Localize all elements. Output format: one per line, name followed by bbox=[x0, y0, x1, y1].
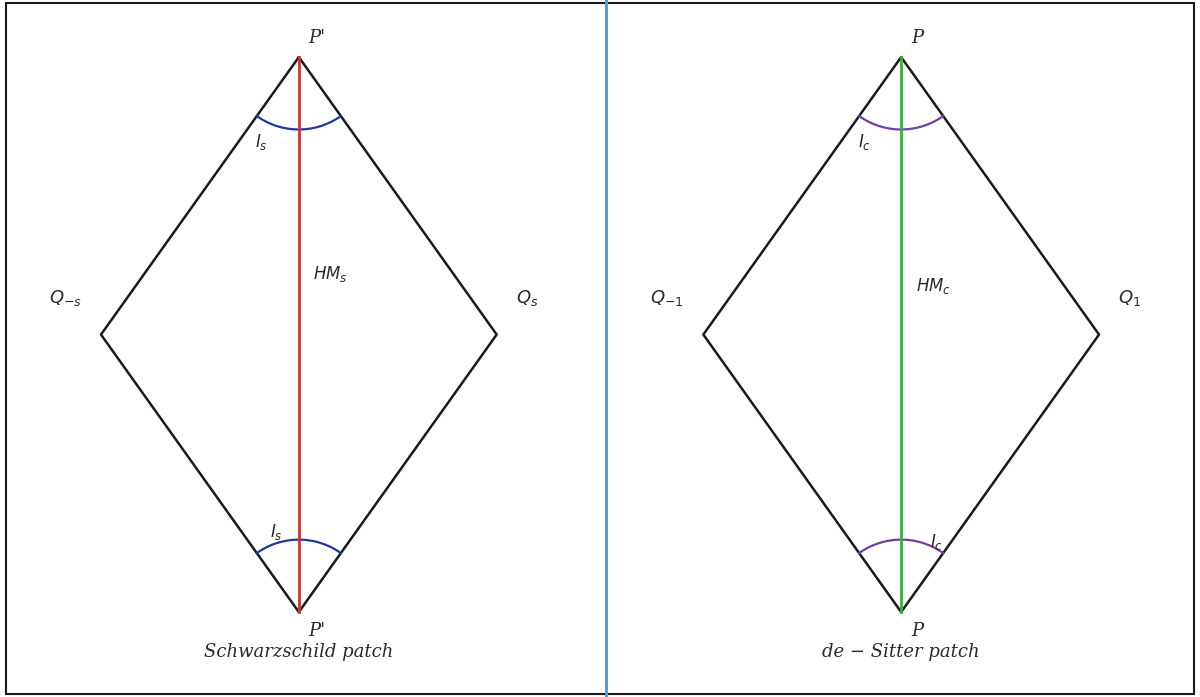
Text: P': P' bbox=[308, 29, 325, 47]
Text: $Q_1$: $Q_1$ bbox=[1118, 289, 1141, 308]
Text: P: P bbox=[911, 29, 923, 47]
Text: $HM_c$: $HM_c$ bbox=[916, 276, 950, 296]
Text: $Q_s$: $Q_s$ bbox=[516, 289, 539, 308]
Text: Schwarzschild patch: Schwarzschild patch bbox=[204, 643, 394, 661]
Text: $I_c$: $I_c$ bbox=[930, 532, 943, 552]
Text: P': P' bbox=[308, 622, 325, 640]
Text: $I_c$: $I_c$ bbox=[858, 132, 871, 151]
Text: $HM_s$: $HM_s$ bbox=[313, 264, 348, 284]
Text: $I_s$: $I_s$ bbox=[256, 132, 268, 151]
Text: $Q_{-1}$: $Q_{-1}$ bbox=[650, 289, 684, 308]
Text: de − Sitter patch: de − Sitter patch bbox=[822, 643, 980, 661]
Text: P: P bbox=[911, 622, 923, 640]
Text: $Q_{-s}$: $Q_{-s}$ bbox=[49, 289, 82, 308]
Text: $I_s$: $I_s$ bbox=[270, 522, 282, 542]
